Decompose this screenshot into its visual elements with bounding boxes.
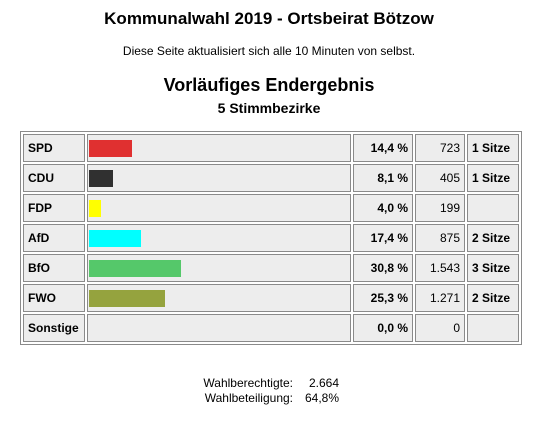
seat-count: 2 Sitze [467, 224, 519, 252]
vote-count: 0 [415, 314, 465, 342]
share-bar [89, 139, 132, 157]
eligible-value: 2.664 [308, 376, 339, 390]
share-bar-cell [87, 314, 351, 342]
turnout-value: 64,8% [304, 391, 339, 405]
share-bar-cell [87, 194, 351, 222]
share-bar [89, 199, 101, 217]
share-bar [89, 289, 165, 307]
result-row: Sonstige 0,0 % 0 [23, 314, 519, 342]
eligible-row: Wahlberechtigte: 2.664 [0, 376, 538, 391]
vote-count: 1.271 [415, 284, 465, 312]
result-row: CDU 8,1 % 405 1 Sitze [23, 164, 519, 192]
page-title: Kommunalwahl 2019 - Ortsbeirat Bötzow [104, 9, 434, 28]
share-bar [89, 169, 113, 187]
party-name: AfD [23, 224, 85, 252]
result-heading: Vorläufiges Endergebnis [163, 75, 375, 95]
vote-count: 1.543 [415, 254, 465, 282]
result-row: FWO 25,3 % 1.271 2 Sitze [23, 284, 519, 312]
turnout-row: Wahlbeteiligung: 64,8% [0, 391, 538, 406]
vote-percent: 30,8 % [353, 254, 413, 282]
districts-count: 5 Stimmbezirke [217, 100, 321, 116]
result-row: FDP 4,0 % 199 [23, 194, 519, 222]
share-bar [89, 229, 141, 247]
seat-count: 2 Sitze [467, 284, 519, 312]
results-table: SPD 14,4 % 723 1 Sitze CDU 8,1 % 405 1 Sitze FDP… [20, 131, 522, 345]
share-bar [89, 259, 181, 277]
vote-percent: 4,0 % [353, 194, 413, 222]
vote-count: 405 [415, 164, 465, 192]
share-bar-cell [87, 254, 351, 282]
share-bar-cell [87, 284, 351, 312]
vote-percent: 8,1 % [353, 164, 413, 192]
share-bar-cell [87, 134, 351, 162]
vote-count: 875 [415, 224, 465, 252]
result-row: SPD 14,4 % 723 1 Sitze [23, 134, 519, 162]
party-name: CDU [23, 164, 85, 192]
party-name: Sonstige [23, 314, 85, 342]
eligible-label: Wahlberechtigte: [203, 376, 293, 390]
turnout-label: Wahlbeteiligung: [204, 391, 293, 405]
vote-percent: 25,3 % [353, 284, 413, 312]
vote-count: 199 [415, 194, 465, 222]
seat-count [467, 194, 519, 222]
vote-count: 723 [415, 134, 465, 162]
party-name: FWO [23, 284, 85, 312]
party-name: BfO [23, 254, 85, 282]
vote-percent: 14,4 % [353, 134, 413, 162]
vote-percent: 17,4 % [353, 224, 413, 252]
seat-count: 3 Sitze [467, 254, 519, 282]
seat-count: 1 Sitze [467, 164, 519, 192]
seat-count: 1 Sitze [467, 134, 519, 162]
share-bar-cell [87, 164, 351, 192]
turnout-summary: Wahlberechtigte: 2.664 Wahlbeteiligung: … [0, 376, 538, 406]
result-row: AfD 17,4 % 875 2 Sitze [23, 224, 519, 252]
seat-count [467, 314, 519, 342]
party-name: SPD [23, 134, 85, 162]
party-name: FDP [23, 194, 85, 222]
refresh-note: Diese Seite aktualisiert sich alle 10 Mi… [122, 44, 416, 58]
share-bar-cell [87, 224, 351, 252]
vote-percent: 0,0 % [353, 314, 413, 342]
result-row: BfO 30,8 % 1.543 3 Sitze [23, 254, 519, 282]
